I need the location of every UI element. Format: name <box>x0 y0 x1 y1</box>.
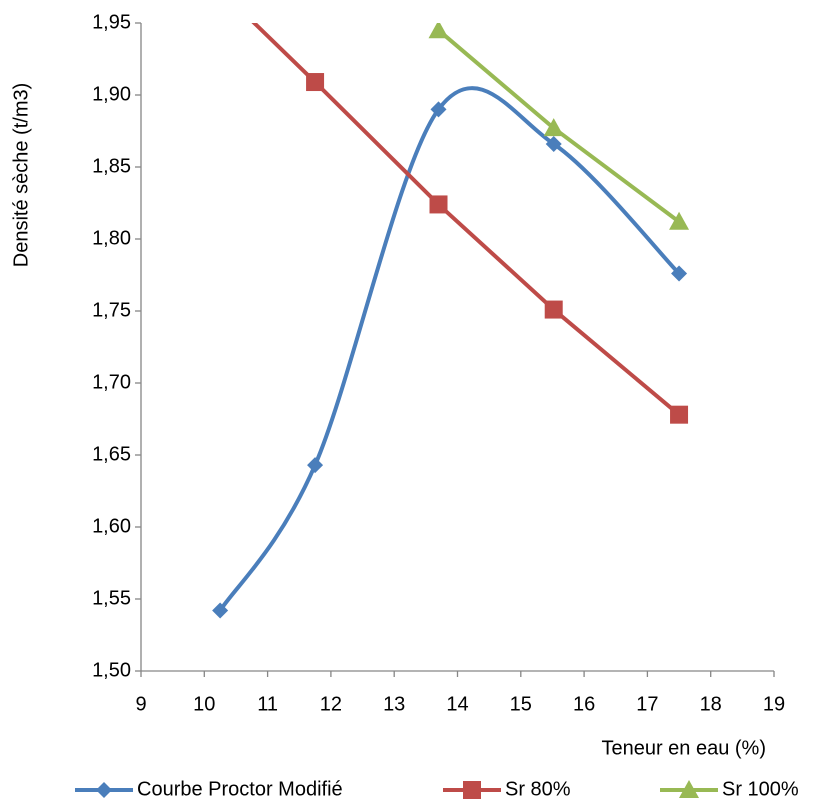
x-tick-label: 17 <box>636 693 658 715</box>
x-tick-label: 13 <box>383 693 405 715</box>
plot-area <box>212 23 690 619</box>
marker <box>96 782 112 798</box>
x-tick-label: 14 <box>446 693 468 715</box>
y-tick-label: 1,55 <box>92 587 131 609</box>
x-axis-title: Teneur en eau (%) <box>601 737 766 759</box>
marker <box>543 118 564 137</box>
marker <box>545 135 562 152</box>
marker <box>669 211 690 230</box>
marker <box>463 781 481 799</box>
series-line <box>218 86 681 612</box>
x-tick-label: 19 <box>763 693 785 715</box>
y-tick-label: 1,75 <box>92 299 131 321</box>
x-tick-label: 9 <box>135 693 146 715</box>
x-tick-label: 15 <box>510 693 532 715</box>
series-line <box>251 23 681 417</box>
y-tick-label: 1,50 <box>92 659 131 681</box>
x-tick-label: 10 <box>193 693 215 715</box>
y-axis-title: Densité sèche (t/m3) <box>10 83 32 268</box>
marker <box>428 23 449 39</box>
marker <box>671 265 688 282</box>
legend-label: Sr 80% <box>505 778 571 800</box>
x-tick-label: 11 <box>257 693 278 715</box>
series-line <box>437 28 681 224</box>
y-tick-label: 1,90 <box>92 83 131 105</box>
marker <box>212 602 229 619</box>
legend-label: Courbe Proctor Modifié <box>137 778 343 800</box>
y-tick-label: 1,60 <box>92 515 131 537</box>
x-tick-label: 18 <box>700 693 722 715</box>
y-tick-label: 1,70 <box>92 371 131 393</box>
y-tick-label: 1,80 <box>92 227 131 249</box>
marker <box>429 195 448 214</box>
legend-label: Sr 100% <box>722 778 799 800</box>
marker <box>430 101 447 118</box>
marker <box>307 457 324 474</box>
x-tick-label: 12 <box>320 693 342 715</box>
x-tick-label: 16 <box>573 693 595 715</box>
marker <box>544 300 563 319</box>
y-tick-label: 1,65 <box>92 443 131 465</box>
y-tick-label: 1,95 <box>92 11 131 33</box>
marker <box>679 780 699 798</box>
y-tick-label: 1,85 <box>92 155 131 177</box>
marker <box>670 405 689 424</box>
marker <box>306 73 325 92</box>
